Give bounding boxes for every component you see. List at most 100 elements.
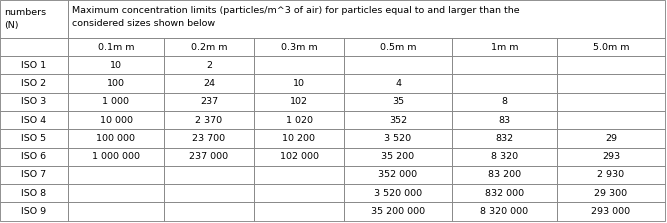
Bar xyxy=(452,56,557,74)
Bar xyxy=(254,56,344,74)
Bar xyxy=(452,184,557,202)
Text: 1 020: 1 020 xyxy=(285,116,313,125)
Text: 35 200: 35 200 xyxy=(382,152,415,161)
Text: Maximum concentration limits (particles/m^3 of air) for particles equal to and l: Maximum concentration limits (particles/… xyxy=(72,6,520,27)
Bar xyxy=(164,111,254,129)
Text: 102: 102 xyxy=(290,97,308,106)
Bar xyxy=(0,147,68,166)
Bar xyxy=(557,202,665,221)
Bar xyxy=(164,147,254,166)
Bar xyxy=(68,56,164,74)
Bar xyxy=(557,129,665,147)
Bar xyxy=(68,166,164,184)
Bar xyxy=(68,74,164,93)
Bar xyxy=(344,202,452,221)
Text: 8 320 000: 8 320 000 xyxy=(480,207,528,216)
Text: ISO 8: ISO 8 xyxy=(21,189,47,198)
Text: 10 200: 10 200 xyxy=(283,134,315,143)
Bar xyxy=(452,166,557,184)
Text: 10: 10 xyxy=(110,61,122,70)
Bar xyxy=(0,56,68,74)
Text: ISO 2: ISO 2 xyxy=(21,79,47,88)
Text: 10: 10 xyxy=(293,79,305,88)
Bar xyxy=(344,129,452,147)
Text: 1 000: 1 000 xyxy=(103,97,129,106)
Bar xyxy=(344,166,452,184)
Bar xyxy=(344,147,452,166)
Bar xyxy=(452,202,557,221)
Text: 5.0m m: 5.0m m xyxy=(593,43,629,52)
Bar xyxy=(164,129,254,147)
Text: 2: 2 xyxy=(206,61,212,70)
Bar xyxy=(452,111,557,129)
Bar xyxy=(164,202,254,221)
Bar xyxy=(68,129,164,147)
Text: 24: 24 xyxy=(203,79,215,88)
Text: ISO 5: ISO 5 xyxy=(21,134,47,143)
Bar xyxy=(452,38,557,56)
Text: 4: 4 xyxy=(395,79,401,88)
Bar xyxy=(254,111,344,129)
Bar xyxy=(0,166,68,184)
Text: 832 000: 832 000 xyxy=(485,189,524,198)
Bar xyxy=(557,56,665,74)
Bar xyxy=(0,0,68,38)
Text: 0.1m m: 0.1m m xyxy=(98,43,134,52)
Text: 0.2m m: 0.2m m xyxy=(191,43,227,52)
Bar xyxy=(164,166,254,184)
Text: 83: 83 xyxy=(498,116,510,125)
Bar xyxy=(557,166,665,184)
Bar xyxy=(344,184,452,202)
Bar xyxy=(254,93,344,111)
Text: 3 520: 3 520 xyxy=(384,134,412,143)
Bar xyxy=(68,147,164,166)
Bar xyxy=(557,93,665,111)
Bar xyxy=(164,74,254,93)
Bar xyxy=(68,184,164,202)
Text: 35 200 000: 35 200 000 xyxy=(371,207,425,216)
Text: 35: 35 xyxy=(392,97,404,106)
Bar xyxy=(254,202,344,221)
Text: 237 000: 237 000 xyxy=(189,152,229,161)
Bar xyxy=(254,38,344,56)
Text: ISO 3: ISO 3 xyxy=(21,97,47,106)
Bar xyxy=(557,38,665,56)
Text: numbers
(N): numbers (N) xyxy=(4,8,46,30)
Bar xyxy=(344,38,452,56)
Bar xyxy=(0,184,68,202)
Bar xyxy=(452,147,557,166)
Bar xyxy=(344,56,452,74)
Bar xyxy=(254,74,344,93)
Text: 23 700: 23 700 xyxy=(193,134,225,143)
Text: 2 370: 2 370 xyxy=(195,116,223,125)
Text: ISO 4: ISO 4 xyxy=(21,116,47,125)
Bar xyxy=(164,56,254,74)
Bar xyxy=(68,0,665,38)
Bar xyxy=(557,74,665,93)
Bar xyxy=(0,129,68,147)
Text: 100 000: 100 000 xyxy=(97,134,135,143)
Bar xyxy=(0,111,68,129)
Bar xyxy=(254,184,344,202)
Text: 237: 237 xyxy=(200,97,218,106)
Bar xyxy=(164,184,254,202)
Text: 29 300: 29 300 xyxy=(594,189,628,198)
Text: ISO 7: ISO 7 xyxy=(21,170,47,180)
Text: 8: 8 xyxy=(502,97,508,106)
Bar xyxy=(344,93,452,111)
Bar xyxy=(254,129,344,147)
Bar xyxy=(557,111,665,129)
Text: ISO 1: ISO 1 xyxy=(21,61,47,70)
Text: 293: 293 xyxy=(602,152,620,161)
Text: 0.3m m: 0.3m m xyxy=(281,43,317,52)
Bar xyxy=(344,111,452,129)
Bar xyxy=(0,74,68,93)
Text: 100: 100 xyxy=(107,79,125,88)
Bar xyxy=(254,166,344,184)
Text: 352: 352 xyxy=(389,116,407,125)
Bar xyxy=(557,184,665,202)
Bar xyxy=(452,129,557,147)
Text: 293 000: 293 000 xyxy=(592,207,630,216)
Text: ISO 9: ISO 9 xyxy=(21,207,47,216)
Text: 1 000 000: 1 000 000 xyxy=(92,152,140,161)
